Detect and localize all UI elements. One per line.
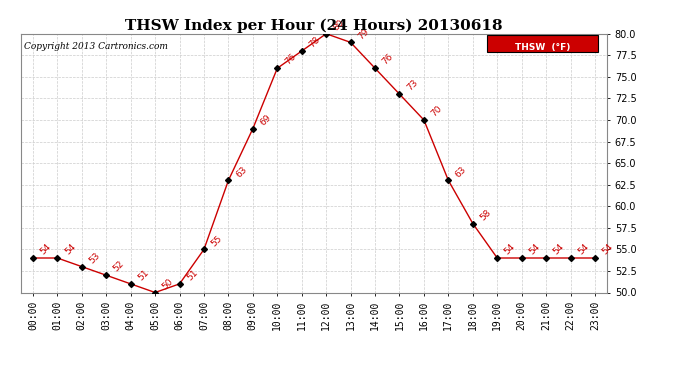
- Text: 58: 58: [478, 208, 493, 222]
- Text: 51: 51: [136, 268, 150, 282]
- Text: 54: 54: [39, 242, 53, 256]
- Text: 70: 70: [429, 104, 444, 118]
- Text: 54: 54: [576, 242, 591, 256]
- Text: 54: 54: [552, 242, 566, 256]
- Text: 54: 54: [527, 242, 542, 256]
- Text: 54: 54: [63, 242, 77, 256]
- Text: 76: 76: [283, 53, 297, 67]
- Text: 50: 50: [161, 277, 175, 291]
- Text: 52: 52: [112, 260, 126, 274]
- Text: 53: 53: [88, 251, 102, 265]
- Text: 73: 73: [405, 78, 420, 93]
- Text: 63: 63: [454, 165, 469, 179]
- Text: 55: 55: [210, 234, 224, 248]
- FancyBboxPatch shape: [487, 35, 598, 52]
- Text: 54: 54: [503, 242, 518, 256]
- Text: 69: 69: [259, 113, 273, 127]
- Text: THSW  (°F): THSW (°F): [515, 44, 571, 52]
- Text: 79: 79: [356, 27, 371, 41]
- Title: THSW Index per Hour (24 Hours) 20130618: THSW Index per Hour (24 Hours) 20130618: [125, 18, 503, 33]
- Text: 76: 76: [381, 53, 395, 67]
- Text: 54: 54: [600, 242, 615, 256]
- Text: 78: 78: [307, 35, 322, 50]
- Text: 80: 80: [332, 18, 346, 32]
- Text: 63: 63: [234, 165, 248, 179]
- Text: 51: 51: [185, 268, 199, 282]
- Text: Copyright 2013 Cartronics.com: Copyright 2013 Cartronics.com: [23, 42, 168, 51]
